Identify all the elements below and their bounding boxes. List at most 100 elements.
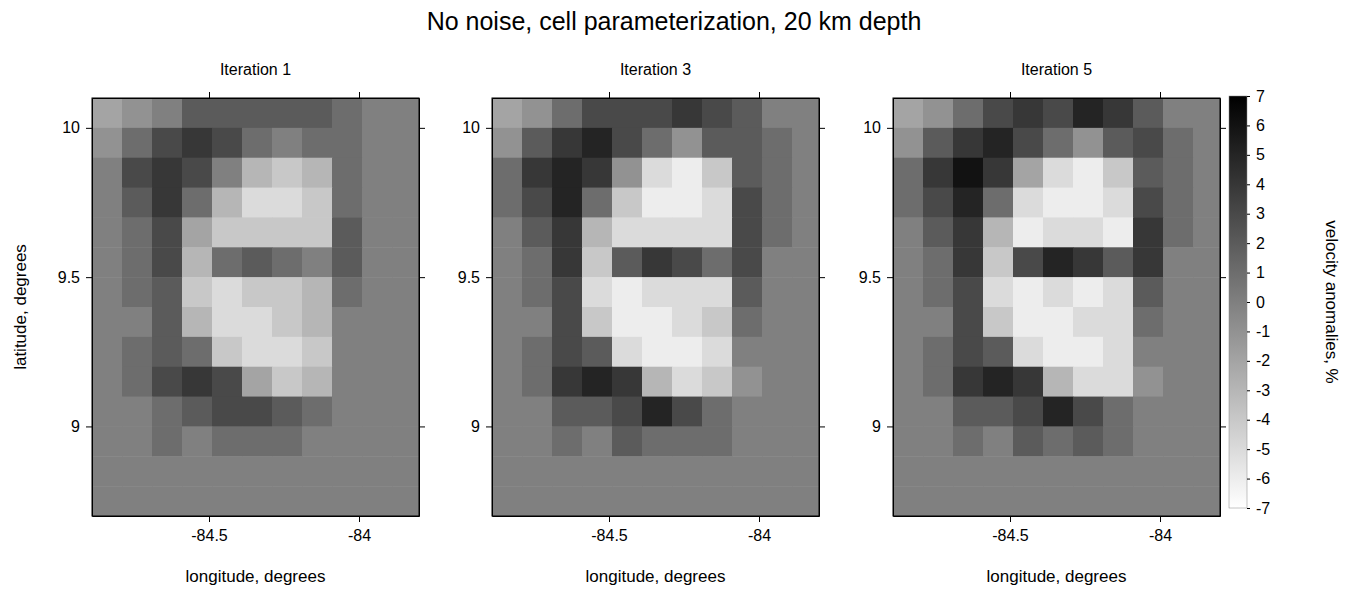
cell <box>122 486 153 516</box>
cell <box>522 397 553 427</box>
tick: -84 <box>1149 516 1172 544</box>
cell <box>672 367 703 397</box>
cell <box>983 98 1014 128</box>
cell <box>702 277 733 307</box>
cell <box>212 426 243 456</box>
cell <box>953 188 984 218</box>
colorbar <box>1229 96 1247 508</box>
cell <box>792 217 819 247</box>
cell <box>612 367 643 397</box>
cell <box>953 128 984 158</box>
tick: 9.5 <box>859 269 893 286</box>
cell <box>552 397 583 427</box>
tick-label: 5 <box>1256 146 1265 163</box>
cell <box>1133 337 1164 367</box>
cell <box>672 158 703 188</box>
cell <box>612 456 643 486</box>
cell <box>762 307 793 337</box>
tick: -3 <box>1247 382 1270 399</box>
cell <box>552 426 583 456</box>
tick: 10 <box>863 119 893 136</box>
cell <box>492 426 523 456</box>
cell <box>702 426 733 456</box>
tick-mark <box>359 92 360 98</box>
cell <box>953 158 984 188</box>
cell <box>762 188 793 218</box>
tick: 10 <box>462 119 492 136</box>
cell <box>582 277 613 307</box>
cell <box>92 247 123 277</box>
cell <box>893 247 924 277</box>
axis-line <box>419 99 420 517</box>
tick <box>819 277 825 278</box>
cell <box>953 486 984 516</box>
cell <box>642 456 673 486</box>
tick-mark <box>819 426 825 427</box>
cell <box>92 486 123 516</box>
cell <box>182 247 213 277</box>
tick-mark <box>1247 125 1250 126</box>
cell <box>983 367 1014 397</box>
cell <box>953 307 984 337</box>
tick: 4 <box>1247 176 1265 193</box>
cell <box>732 247 763 277</box>
cell <box>923 337 954 367</box>
cell <box>272 277 303 307</box>
cell <box>702 486 733 516</box>
cell <box>732 456 763 486</box>
tick-label: 9.5 <box>458 269 480 286</box>
axis-line <box>92 99 93 517</box>
cell <box>672 98 703 128</box>
cell <box>92 337 123 367</box>
tick <box>1010 92 1011 98</box>
cell <box>1193 397 1220 427</box>
cell <box>362 426 393 456</box>
cell <box>522 98 553 128</box>
cell <box>1073 426 1104 456</box>
cell <box>792 426 819 456</box>
cell <box>242 486 273 516</box>
cell <box>642 98 673 128</box>
cell <box>1133 247 1164 277</box>
cell <box>492 247 523 277</box>
tick: 9 <box>872 418 893 435</box>
cell <box>92 307 123 337</box>
cell <box>732 98 763 128</box>
tick-label: -1 <box>1256 323 1270 340</box>
tick: 3 <box>1247 205 1265 222</box>
cell <box>1013 277 1044 307</box>
cell <box>272 158 303 188</box>
cell <box>612 247 643 277</box>
cell <box>122 128 153 158</box>
panel-title: Iteration 3 <box>620 61 691 78</box>
cell <box>1133 456 1164 486</box>
cell <box>392 337 419 367</box>
cell <box>1163 188 1194 218</box>
cell <box>332 128 363 158</box>
cell <box>1103 217 1134 247</box>
tick-mark <box>1247 508 1250 509</box>
cell <box>1073 128 1104 158</box>
tick-label: -4 <box>1256 411 1270 428</box>
cell <box>983 158 1014 188</box>
cell <box>92 397 123 427</box>
cell <box>792 98 819 128</box>
cell <box>1103 247 1134 277</box>
cell <box>792 486 819 516</box>
cell <box>1133 486 1164 516</box>
tick-label: 7 <box>1256 88 1265 105</box>
cell <box>302 98 333 128</box>
tick-mark <box>1247 390 1250 391</box>
cell <box>362 188 393 218</box>
cell <box>552 128 583 158</box>
cell <box>332 217 363 247</box>
cell <box>762 158 793 188</box>
cell <box>302 307 333 337</box>
cell <box>122 277 153 307</box>
plot-frame <box>492 98 819 516</box>
cell <box>1163 397 1194 427</box>
cell <box>732 426 763 456</box>
cell <box>702 367 733 397</box>
axis-line <box>493 98 820 99</box>
cell <box>923 98 954 128</box>
